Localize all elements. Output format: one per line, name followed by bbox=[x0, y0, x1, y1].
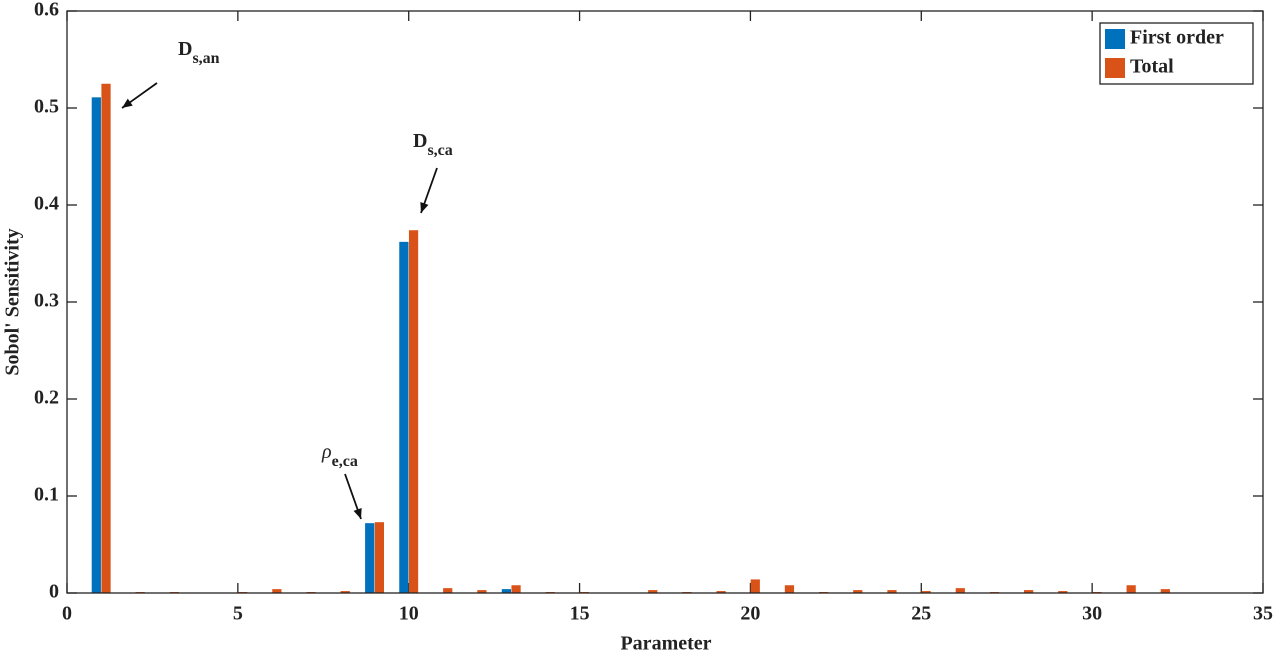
bar bbox=[374, 522, 384, 593]
annotation-sub: e,ca bbox=[332, 453, 358, 470]
annotation-sub: s,an bbox=[192, 50, 219, 67]
bar bbox=[501, 589, 511, 593]
bar bbox=[648, 590, 658, 593]
bar bbox=[101, 83, 111, 593]
annotation-main: D bbox=[178, 38, 192, 60]
annotation-sub: s,ca bbox=[427, 142, 452, 159]
bar bbox=[1058, 591, 1068, 593]
bar bbox=[921, 591, 931, 593]
bar bbox=[272, 589, 282, 593]
bar bbox=[716, 591, 726, 593]
y-tick-label: 0.2 bbox=[34, 387, 59, 409]
arrow-head bbox=[353, 508, 362, 519]
annotation-main: D bbox=[413, 130, 427, 152]
x-tick-label: 20 bbox=[740, 603, 760, 625]
x-tick-label: 15 bbox=[570, 603, 590, 625]
x-tick-label: 35 bbox=[1253, 603, 1273, 625]
bar bbox=[1160, 589, 1170, 593]
y-tick-label: 0.4 bbox=[34, 193, 59, 215]
x-tick-label: 30 bbox=[1082, 603, 1102, 625]
bar bbox=[853, 590, 863, 593]
legend-swatch bbox=[1105, 29, 1125, 49]
arrow-head bbox=[420, 202, 429, 213]
y-tick-label: 0 bbox=[49, 581, 59, 603]
x-tick-label: 25 bbox=[911, 603, 931, 625]
bar bbox=[955, 588, 965, 593]
bar bbox=[1024, 590, 1034, 593]
y-tick-label: 0.6 bbox=[34, 0, 59, 21]
bar bbox=[365, 523, 375, 593]
x-tick-label: 10 bbox=[399, 603, 419, 625]
legend-label: Total bbox=[1130, 56, 1174, 78]
bar bbox=[887, 590, 897, 593]
plot-frame bbox=[66, 10, 1264, 594]
legend-swatch bbox=[1105, 58, 1125, 78]
bar bbox=[784, 585, 795, 593]
x-tick-label: 5 bbox=[233, 603, 243, 625]
y-tick-label: 0.5 bbox=[34, 96, 59, 118]
bar bbox=[477, 590, 487, 593]
x-axis-label: Parameter bbox=[620, 633, 711, 655]
arrow-head bbox=[122, 98, 133, 108]
annotation: Ds,ca bbox=[413, 130, 453, 159]
bar bbox=[443, 588, 453, 593]
x-tick-label: 0 bbox=[62, 603, 72, 625]
bar bbox=[408, 230, 419, 593]
annotation: ρe,ca bbox=[321, 441, 358, 470]
bar bbox=[340, 591, 350, 593]
annotation-main: ρ bbox=[321, 441, 332, 463]
legend-label: First order bbox=[1130, 27, 1224, 49]
bar bbox=[91, 97, 101, 593]
y-axis-label: Sobol' Sensitivity bbox=[2, 228, 24, 375]
y-tick-label: 0.1 bbox=[34, 484, 59, 506]
bar bbox=[1126, 585, 1136, 593]
bar bbox=[511, 585, 521, 593]
bar bbox=[750, 579, 760, 593]
y-tick-label: 0.3 bbox=[34, 290, 59, 312]
legend-box bbox=[1099, 22, 1254, 85]
annotation: Ds,an bbox=[178, 38, 220, 67]
bar bbox=[399, 241, 409, 594]
